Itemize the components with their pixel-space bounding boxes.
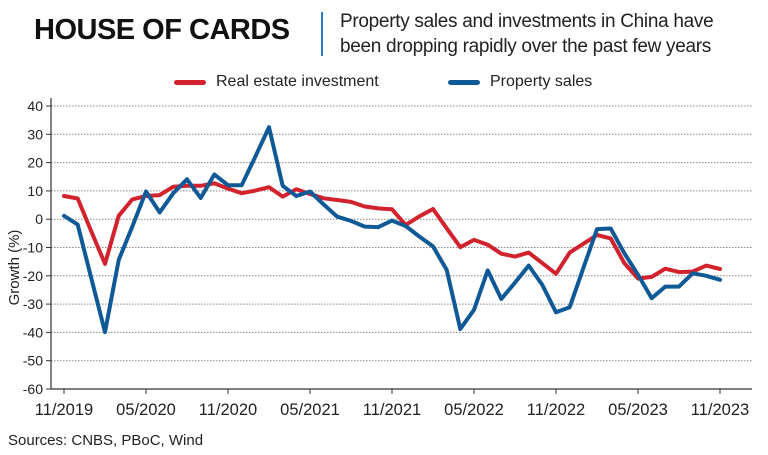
y-tick-label: -30 <box>23 296 43 312</box>
y-tick-label: -40 <box>23 324 43 340</box>
series-line-property-sales <box>62 125 722 335</box>
x-tick-label: 05/2021 <box>280 401 340 419</box>
y-tick-label: -10 <box>23 240 43 256</box>
x-tick-label: 11/2022 <box>527 401 585 419</box>
x-tick-label: 11/2023 <box>691 401 749 419</box>
y-tick-label: 20 <box>27 155 43 171</box>
x-tick-label: 05/2020 <box>116 401 176 419</box>
y-tick-label: -60 <box>23 381 43 397</box>
chart-title: HOUSE OF CARDS <box>34 14 290 46</box>
legend: Real estate investment Property sales <box>0 73 768 95</box>
x-tick-label: 11/2019 <box>35 401 93 419</box>
x-tick-label: 05/2023 <box>608 401 668 419</box>
legend-swatch-property-sales <box>448 79 480 85</box>
y-tick-label: 0 <box>35 211 43 227</box>
legend-label: Real estate investment <box>216 73 379 90</box>
subtitle-line-2: been dropping rapidly over the past few … <box>340 36 711 57</box>
y-tick-label: -50 <box>23 353 43 369</box>
legend-label: Property sales <box>490 73 593 90</box>
y-tick-label: 40 <box>27 98 43 114</box>
legend-swatch-real-estate <box>174 79 206 85</box>
x-tick-label: 11/2021 <box>363 401 421 419</box>
y-axis-label: Growth (%) <box>6 230 23 306</box>
source-note: Sources: CNBS, PBoC, Wind <box>8 432 204 449</box>
y-tick-label: 30 <box>27 126 43 142</box>
subtitle-line-1: Property sales and investments in China … <box>340 11 714 32</box>
title-divider <box>321 12 323 56</box>
y-tick-label: 10 <box>27 183 43 199</box>
series-line-real-estate-investment <box>62 181 722 281</box>
x-tick-label: 05/2022 <box>444 401 504 419</box>
x-tick-label: 11/2020 <box>199 401 257 419</box>
legend-item-real-estate: Real estate investment <box>174 73 379 91</box>
y-tick-label: -20 <box>23 268 43 284</box>
chart-subtitle: Property sales and investments in China … <box>340 9 714 59</box>
legend-item-property-sales: Property sales <box>448 73 592 91</box>
